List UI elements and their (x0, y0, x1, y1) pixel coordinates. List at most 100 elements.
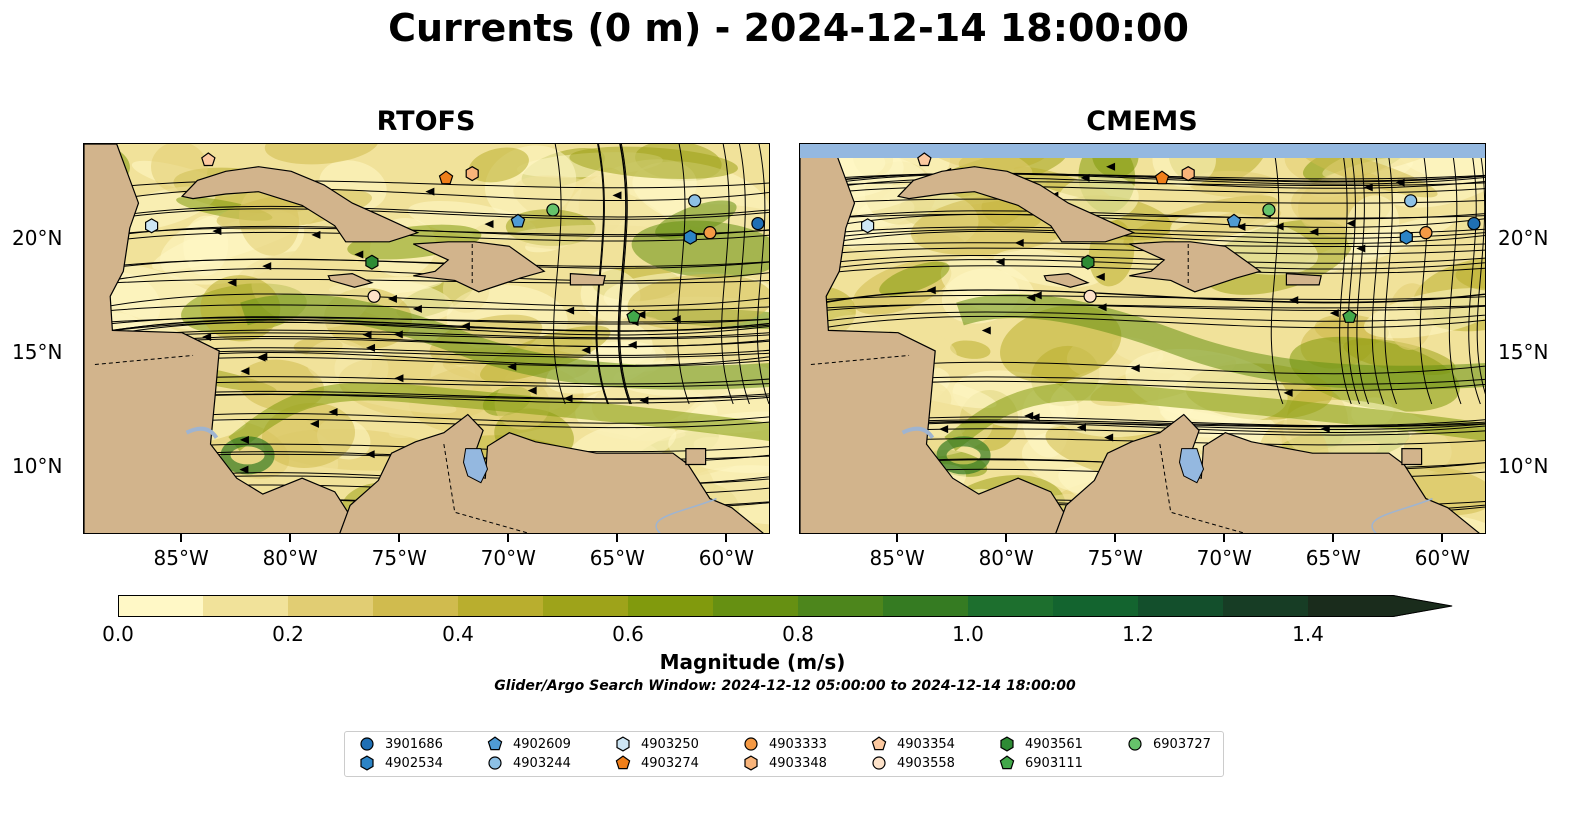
x-tick-label: 70°W (1196, 546, 1252, 570)
colorbar-segment (288, 595, 373, 617)
legend-marker (1000, 736, 1014, 752)
hexagon-marker-icon (744, 755, 758, 771)
circle-marker-icon (360, 737, 374, 751)
float-marker-6903727 (1262, 203, 1276, 217)
x-tick-label: 70°W (480, 546, 536, 570)
colorbar-segment (1053, 595, 1138, 617)
legend-item: 4903244 (487, 755, 571, 771)
colorbar-segment (1138, 595, 1223, 617)
colorbar-segment (203, 595, 288, 617)
float-marker-4902609 (1226, 213, 1242, 228)
legend-label: 4903333 (769, 736, 827, 752)
colorbar-label: Magnitude (m/s) (659, 650, 846, 674)
legend-marker (360, 755, 374, 771)
colorbar-tick-label: 0.0 (102, 622, 134, 646)
legend-label: 3901686 (385, 736, 443, 752)
x-tick-mark (1332, 534, 1335, 542)
x-tick-mark (1005, 534, 1008, 542)
colorbar-segment (118, 595, 203, 617)
legend-marker (744, 737, 758, 751)
y-tick-label-right: 20°N (1498, 226, 1549, 251)
float-marker-4903250 (860, 218, 875, 234)
figure-title: Currents (0 m) - 2024-12-14 18:00:00 (388, 6, 1189, 50)
colorbar-segment (1223, 595, 1308, 617)
float-marker-3901686 (1467, 216, 1481, 231)
colorbar-tick-label: 1.0 (952, 622, 984, 646)
legend-item: 4903354 (871, 736, 955, 752)
colorbar-segment (883, 595, 968, 617)
legend-marker (872, 756, 886, 770)
legend-item: 6903727 (1127, 736, 1211, 752)
legend-marker (999, 755, 1015, 770)
y-tick-label-right: 10°N (1498, 453, 1549, 478)
hexagon-marker-icon (1000, 736, 1014, 752)
pentagon-marker-icon (871, 736, 887, 751)
colorbar-segment (1308, 595, 1393, 617)
x-tick-label: 85°W (869, 546, 925, 570)
legend-item: 4902609 (487, 736, 571, 752)
colorbar-segment (543, 595, 628, 617)
legend-item: 3901686 (359, 736, 443, 752)
float-marker-6903111 (626, 309, 641, 323)
legend-label: 4903274 (641, 755, 699, 771)
legend-label: 4903250 (641, 736, 699, 752)
float-marker-4902609 (510, 213, 526, 228)
x-tick-label: 65°W (1305, 546, 1361, 570)
float-marker-4903354 (201, 152, 216, 167)
legend-item: 4903558 (871, 755, 955, 771)
colorbar-segment (968, 595, 1053, 617)
float-marker-4903274 (1154, 170, 1170, 185)
x-tick-mark (398, 534, 401, 542)
colorbar-tick-label: 1.2 (1122, 622, 1154, 646)
x-tick-mark (725, 534, 728, 542)
float-marker-4903354 (917, 152, 932, 167)
x-tick-mark (1114, 534, 1117, 542)
float-marker-6903727 (546, 203, 560, 217)
legend-label: 6903727 (1153, 736, 1211, 752)
colorbar (118, 595, 1453, 617)
legend-item: 4903333 (743, 736, 827, 752)
colorbar-extend-arrow (1393, 595, 1453, 617)
x-tick-mark (180, 534, 183, 542)
x-tick-mark (507, 534, 510, 542)
legend-marker (616, 736, 630, 752)
colorbar-segment (458, 595, 543, 617)
legend-label: 4902534 (385, 755, 443, 771)
map-svg-rtofs (84, 144, 769, 533)
float-marker-3901686 (751, 216, 765, 231)
float-marker-4903250 (144, 218, 159, 234)
float-marker-4903244 (1404, 194, 1418, 208)
float-marker-4902534 (1399, 229, 1413, 245)
x-tick-mark (896, 534, 899, 542)
x-tick-mark (616, 534, 619, 542)
x-tick-label: 85°W (153, 546, 209, 570)
y-tick-label-left: 10°N (12, 453, 63, 478)
y-tick-label-left: 20°N (12, 226, 63, 251)
float-marker-6903111 (1342, 309, 1357, 323)
legend-label: 4903561 (1025, 736, 1083, 752)
colorbar-tick-label: 0.6 (612, 622, 644, 646)
float-marker-4903274 (438, 170, 454, 185)
colorbar-tick-label: 1.4 (1292, 622, 1324, 646)
map-svg-cmems (800, 144, 1485, 533)
legend-label: 4903354 (897, 736, 955, 752)
x-tick-mark (289, 534, 292, 542)
hexagon-marker-icon (616, 736, 630, 752)
x-tick-label: 60°W (698, 546, 754, 570)
legend-marker (615, 755, 631, 770)
legend-item: 4903561 (999, 736, 1083, 752)
legend-marker (1128, 737, 1142, 751)
circle-marker-icon (1128, 737, 1142, 751)
colorbar-tick-label: 0.2 (272, 622, 304, 646)
legend-marker (488, 756, 502, 770)
x-tick-label: 80°W (978, 546, 1034, 570)
legend-marker (744, 755, 758, 771)
legend-label: 4903244 (513, 755, 571, 771)
panel-title-rtofs: RTOFS (376, 106, 476, 137)
float-legend: 3901686 4902534 4902609 4903244 4903250 49032… (344, 731, 1224, 777)
float-marker-4903558 (1083, 289, 1097, 303)
float-marker-4903348 (465, 166, 479, 182)
circle-marker-icon (872, 756, 886, 770)
panel-title-cmems: CMEMS (1086, 106, 1198, 137)
float-marker-4903561 (365, 254, 379, 270)
